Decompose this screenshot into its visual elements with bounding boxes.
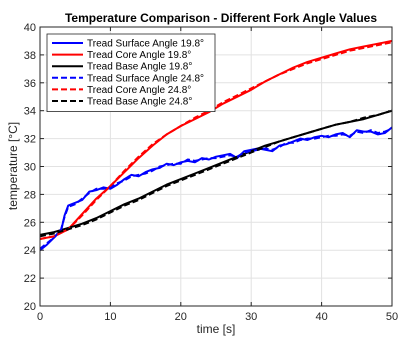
- legend-box: [46, 33, 216, 112]
- x-axis-label: time [s]: [197, 322, 236, 336]
- x-tick-label: 10: [104, 311, 116, 323]
- y-tick-label: 34: [24, 106, 36, 118]
- y-tick-label: 38: [24, 50, 36, 62]
- legend-entry: Tread Base Angle 24.8°: [87, 97, 192, 108]
- legend-entry: Tread Base Angle 19.8°: [87, 62, 192, 73]
- y-axis-label: temperature [°C]: [6, 122, 20, 210]
- legend-entry: Tread Core Angle 19.8°: [87, 50, 191, 61]
- legend-entry: Tread Surface Angle 19.8°: [87, 39, 204, 50]
- y-tick-label: 40: [24, 22, 36, 34]
- tick-labels: 0 10 20 30 40 50 20 22 24 26 28 30 32 34 36 38 40: [24, 22, 398, 323]
- x-tick-label: 0: [37, 311, 43, 323]
- y-tick-label: 24: [24, 245, 36, 257]
- series-lines: [39, 39, 393, 251]
- legend-entry: Tread Surface Angle 24.8°: [87, 73, 204, 84]
- y-tick-label: 32: [24, 134, 36, 146]
- y-tick-label: 28: [24, 189, 36, 201]
- x-tick-label: 30: [245, 311, 257, 323]
- x-tick-label: 40: [315, 311, 327, 323]
- series-line-5: [39, 109, 393, 238]
- series-line-3: [39, 127, 393, 250]
- series-line-0: [39, 126, 393, 251]
- y-tick-label: 26: [24, 217, 36, 229]
- y-tick-label: 22: [24, 273, 36, 285]
- y-tick-label: 20: [24, 301, 36, 313]
- y-tick-label: 30: [24, 162, 36, 174]
- chart-title: Temperature Comparison - Different Fork …: [65, 11, 377, 25]
- series-line-2: [39, 109, 393, 236]
- series-line-4: [39, 41, 393, 240]
- x-tick-label: 50: [386, 311, 398, 323]
- y-tick-label: 36: [24, 78, 36, 90]
- legend-entry: Tread Core Angle 24.8°: [87, 85, 191, 96]
- x-tick-label: 20: [175, 311, 187, 323]
- legend: Tread Surface Angle 19.8°Tread Core Angl…: [46, 33, 216, 112]
